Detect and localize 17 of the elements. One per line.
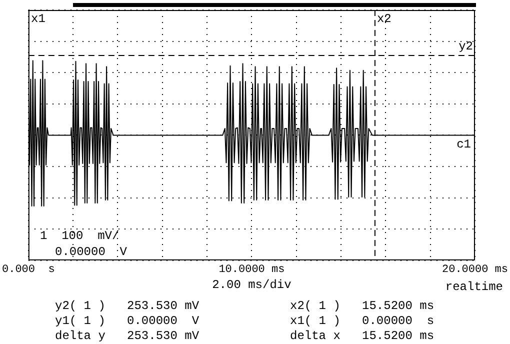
text: delta x 15.5200 ms [290, 329, 434, 344]
x-tick-label: 10.0000 ms [218, 264, 285, 276]
text: x1( 1 ) 0.00000 s [290, 314, 434, 328]
text: delta y 253.530 mV [55, 329, 200, 344]
x-axis-title: 2.00 ms/div [212, 278, 292, 292]
text: realtime [445, 280, 503, 294]
text: y2( 1 ) 253.530 mV [55, 299, 200, 314]
text: 0.00000 V [55, 245, 128, 260]
text: 1 100 mV/ [40, 229, 120, 244]
text: x1 [31, 12, 46, 26]
x-tick-label: 0.000 s [2, 264, 55, 276]
ref-line-label: x2 [376, 12, 392, 26]
annotation: c1 [456, 137, 471, 152]
x-tick-label: 20.0000 ms [442, 264, 508, 276]
text: x2( 1 ) 15.5200 ms [290, 299, 434, 314]
ref-line-label: y2 [458, 40, 473, 54]
text: y1( 1 ) 0.00000 V [55, 314, 200, 328]
